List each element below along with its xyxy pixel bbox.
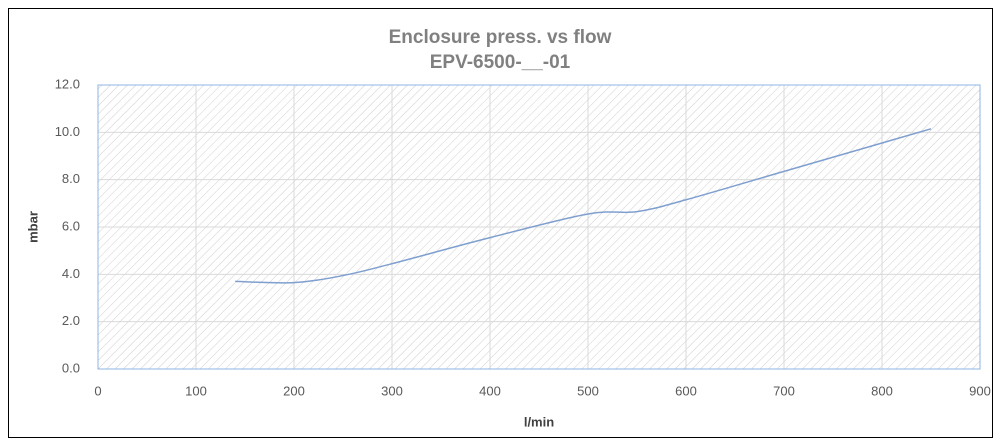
- x-tick-label: 600: [675, 383, 697, 398]
- y-tick-label: 6.0: [62, 218, 80, 233]
- y-tick-label: 2.0: [62, 313, 80, 328]
- y-axis-title: mbar: [25, 211, 40, 243]
- x-tick-label: 400: [479, 383, 501, 398]
- x-tick-label: 900: [969, 383, 991, 398]
- data-line: [235, 128, 932, 284]
- plot-border: [97, 84, 981, 370]
- x-tick-label: 700: [773, 383, 795, 398]
- y-tick-label: 8.0: [62, 171, 80, 186]
- x-tick-label: 300: [381, 383, 403, 398]
- y-tick-label: 4.0: [62, 266, 80, 281]
- x-tick-label: 800: [871, 383, 893, 398]
- chart-subtitle: EPV-6500-__-01: [430, 52, 571, 73]
- x-tick-label: 200: [283, 383, 305, 398]
- x-tick-label: 100: [185, 383, 207, 398]
- chart-title: Enclosure press. vs flow: [389, 27, 612, 48]
- x-tick-label: 500: [577, 383, 599, 398]
- x-tick-label: 0: [94, 383, 101, 398]
- x-axis-title: l/min: [524, 414, 554, 429]
- y-tick-label: 0.0: [62, 360, 80, 375]
- y-tick-label: 12.0: [55, 76, 80, 91]
- y-tick-label: 10.0: [55, 124, 80, 139]
